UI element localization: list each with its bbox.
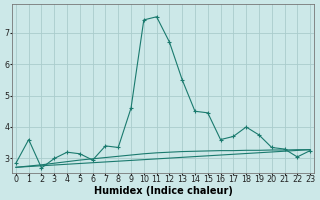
X-axis label: Humidex (Indice chaleur): Humidex (Indice chaleur) [93,186,232,196]
